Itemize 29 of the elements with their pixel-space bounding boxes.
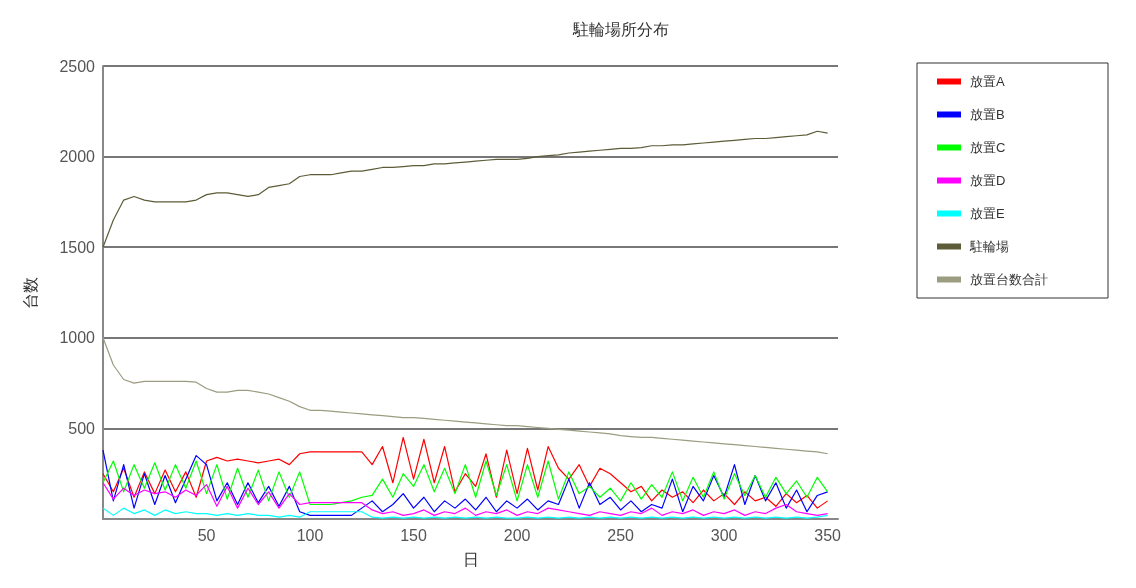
x-axis-title: 日 (462, 550, 479, 568)
legend-label: 駐輪場 (969, 239, 1009, 254)
legend-label: 放置E (970, 206, 1005, 221)
line-series (102, 507, 829, 519)
line-series (102, 436, 829, 509)
x-tick-label: 350 (814, 526, 842, 544)
legend-label: 放置B (970, 107, 1005, 122)
line-series (102, 337, 829, 455)
line-series (102, 130, 829, 248)
x-tick-label: 300 (710, 526, 738, 544)
y-tick-label: 500 (68, 419, 96, 437)
y-tick-label: 2000 (59, 148, 96, 166)
legend-label: 放置台数合計 (970, 272, 1048, 287)
line-series (102, 449, 829, 516)
chart-title: 駐輪場所分布 (572, 20, 669, 38)
line-series (102, 482, 829, 516)
line-series (102, 460, 829, 506)
legend-label: 放置A (970, 74, 1005, 89)
x-tick-label: 150 (400, 526, 428, 544)
x-tick-label: 200 (503, 526, 531, 544)
y-tick-label: 2500 (59, 57, 96, 75)
x-tick-label: 100 (296, 526, 324, 544)
x-tick-label: 50 (197, 526, 216, 544)
y-tick-label: 1000 (59, 329, 96, 347)
x-tick-label: 250 (607, 526, 635, 544)
legend-label: 放置D (970, 173, 1006, 188)
y-axis-title: 台数 (21, 276, 39, 309)
y-tick-label: 1500 (59, 238, 96, 256)
legend-label: 放置C (970, 140, 1006, 155)
